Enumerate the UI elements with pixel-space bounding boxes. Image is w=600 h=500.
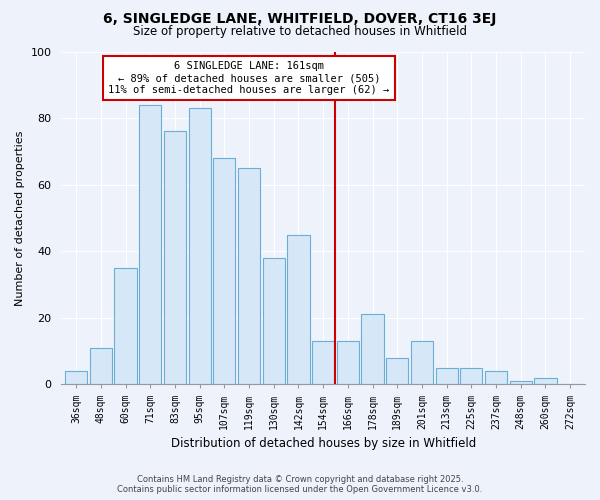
Bar: [535, 378, 557, 384]
Bar: [139, 105, 161, 384]
Bar: [436, 368, 458, 384]
Text: 6, SINGLEDGE LANE, WHITFIELD, DOVER, CT16 3EJ: 6, SINGLEDGE LANE, WHITFIELD, DOVER, CT1…: [103, 12, 497, 26]
Bar: [164, 132, 186, 384]
Text: 6 SINGLEDGE LANE: 161sqm
← 89% of detached houses are smaller (505)
11% of semi-: 6 SINGLEDGE LANE: 161sqm ← 89% of detach…: [109, 62, 389, 94]
Y-axis label: Number of detached properties: Number of detached properties: [15, 130, 25, 306]
Bar: [485, 371, 507, 384]
Bar: [263, 258, 285, 384]
Bar: [460, 368, 482, 384]
Bar: [411, 341, 433, 384]
Bar: [188, 108, 211, 384]
Bar: [238, 168, 260, 384]
Bar: [386, 358, 409, 384]
Bar: [312, 341, 334, 384]
Bar: [509, 381, 532, 384]
Bar: [89, 348, 112, 385]
Bar: [337, 341, 359, 384]
Bar: [361, 314, 383, 384]
Bar: [287, 234, 310, 384]
Bar: [115, 268, 137, 384]
Bar: [213, 158, 235, 384]
Text: Contains HM Land Registry data © Crown copyright and database right 2025.
Contai: Contains HM Land Registry data © Crown c…: [118, 474, 482, 494]
Bar: [65, 371, 87, 384]
Text: Size of property relative to detached houses in Whitfield: Size of property relative to detached ho…: [133, 25, 467, 38]
X-axis label: Distribution of detached houses by size in Whitfield: Distribution of detached houses by size …: [170, 437, 476, 450]
